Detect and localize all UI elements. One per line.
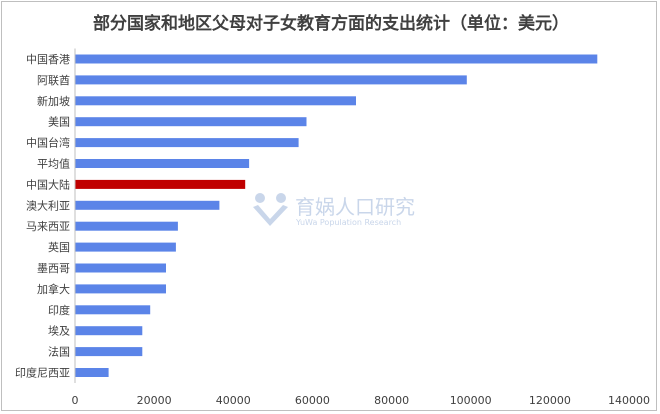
category-label-8: 马来西亚 — [26, 220, 70, 233]
category-label-3: 美国 — [48, 116, 70, 129]
bar-14 — [75, 347, 143, 357]
watermark-subtitle: YuWa Population Research — [295, 218, 401, 227]
x-tick-label-6: 120000 — [529, 394, 571, 407]
bar-13 — [75, 326, 143, 336]
bar-3 — [75, 117, 307, 127]
bar-6 — [75, 179, 246, 189]
bar-12 — [75, 305, 151, 315]
bar-5 — [75, 159, 250, 168]
category-label-7: 澳大利亚 — [26, 198, 70, 212]
bar-2 — [75, 96, 356, 106]
category-label-6: 中国大陆 — [26, 177, 70, 191]
bar-10 — [75, 263, 166, 273]
category-label-12: 印度 — [48, 303, 70, 317]
watermark: 育娲人口研究 YuWa Population Research — [253, 193, 415, 227]
bar-15 — [75, 368, 109, 377]
category-label-1: 阿联酋 — [37, 73, 70, 87]
category-label-13: 埃及 — [48, 324, 70, 338]
x-tick-label-1: 20000 — [137, 394, 172, 407]
category-label-9: 英国 — [48, 240, 70, 254]
watermark-logo-icon — [253, 193, 288, 226]
category-label-10: 墨西哥 — [37, 262, 70, 275]
chart-title: 部分国家和地区父母对子女教育方面的支出统计（单位：美元） — [93, 13, 569, 34]
watermark-name: 育娲人口研究 — [295, 195, 415, 219]
x-tick-label-3: 60000 — [295, 394, 330, 407]
bar-8 — [75, 221, 178, 231]
bars-group — [75, 54, 598, 377]
bar-9 — [75, 242, 176, 252]
x-tick-label-0: 0 — [72, 394, 79, 407]
category-label-0: 中国香港 — [26, 53, 70, 66]
category-labels: 中国香港阿联酋新加坡美国中国台湾平均值中国大陆澳大利亚马来西亚英国墨西哥加拿大印… — [15, 53, 70, 380]
x-tick-label-7: 140000 — [608, 394, 650, 407]
bar-1 — [75, 75, 467, 85]
bar-0 — [75, 54, 598, 64]
x-tick-label-5: 100000 — [450, 394, 492, 407]
category-label-5: 平均值 — [37, 158, 70, 171]
bar-7 — [75, 200, 220, 210]
x-tick-label-4: 80000 — [374, 394, 409, 407]
category-label-14: 法国 — [48, 345, 70, 359]
category-label-4: 中国台湾 — [26, 136, 70, 150]
x-tick-label-2: 40000 — [216, 394, 251, 407]
category-label-2: 新加坡 — [37, 94, 70, 108]
bar-4 — [75, 138, 299, 148]
bar-11 — [75, 284, 166, 294]
x-tick-labels: 0 20000 40000 60000 80000 100000 120000 140000 — [72, 394, 651, 407]
category-label-11: 加拿大 — [37, 282, 70, 296]
category-label-15: 印度尼西亚 — [15, 366, 70, 380]
